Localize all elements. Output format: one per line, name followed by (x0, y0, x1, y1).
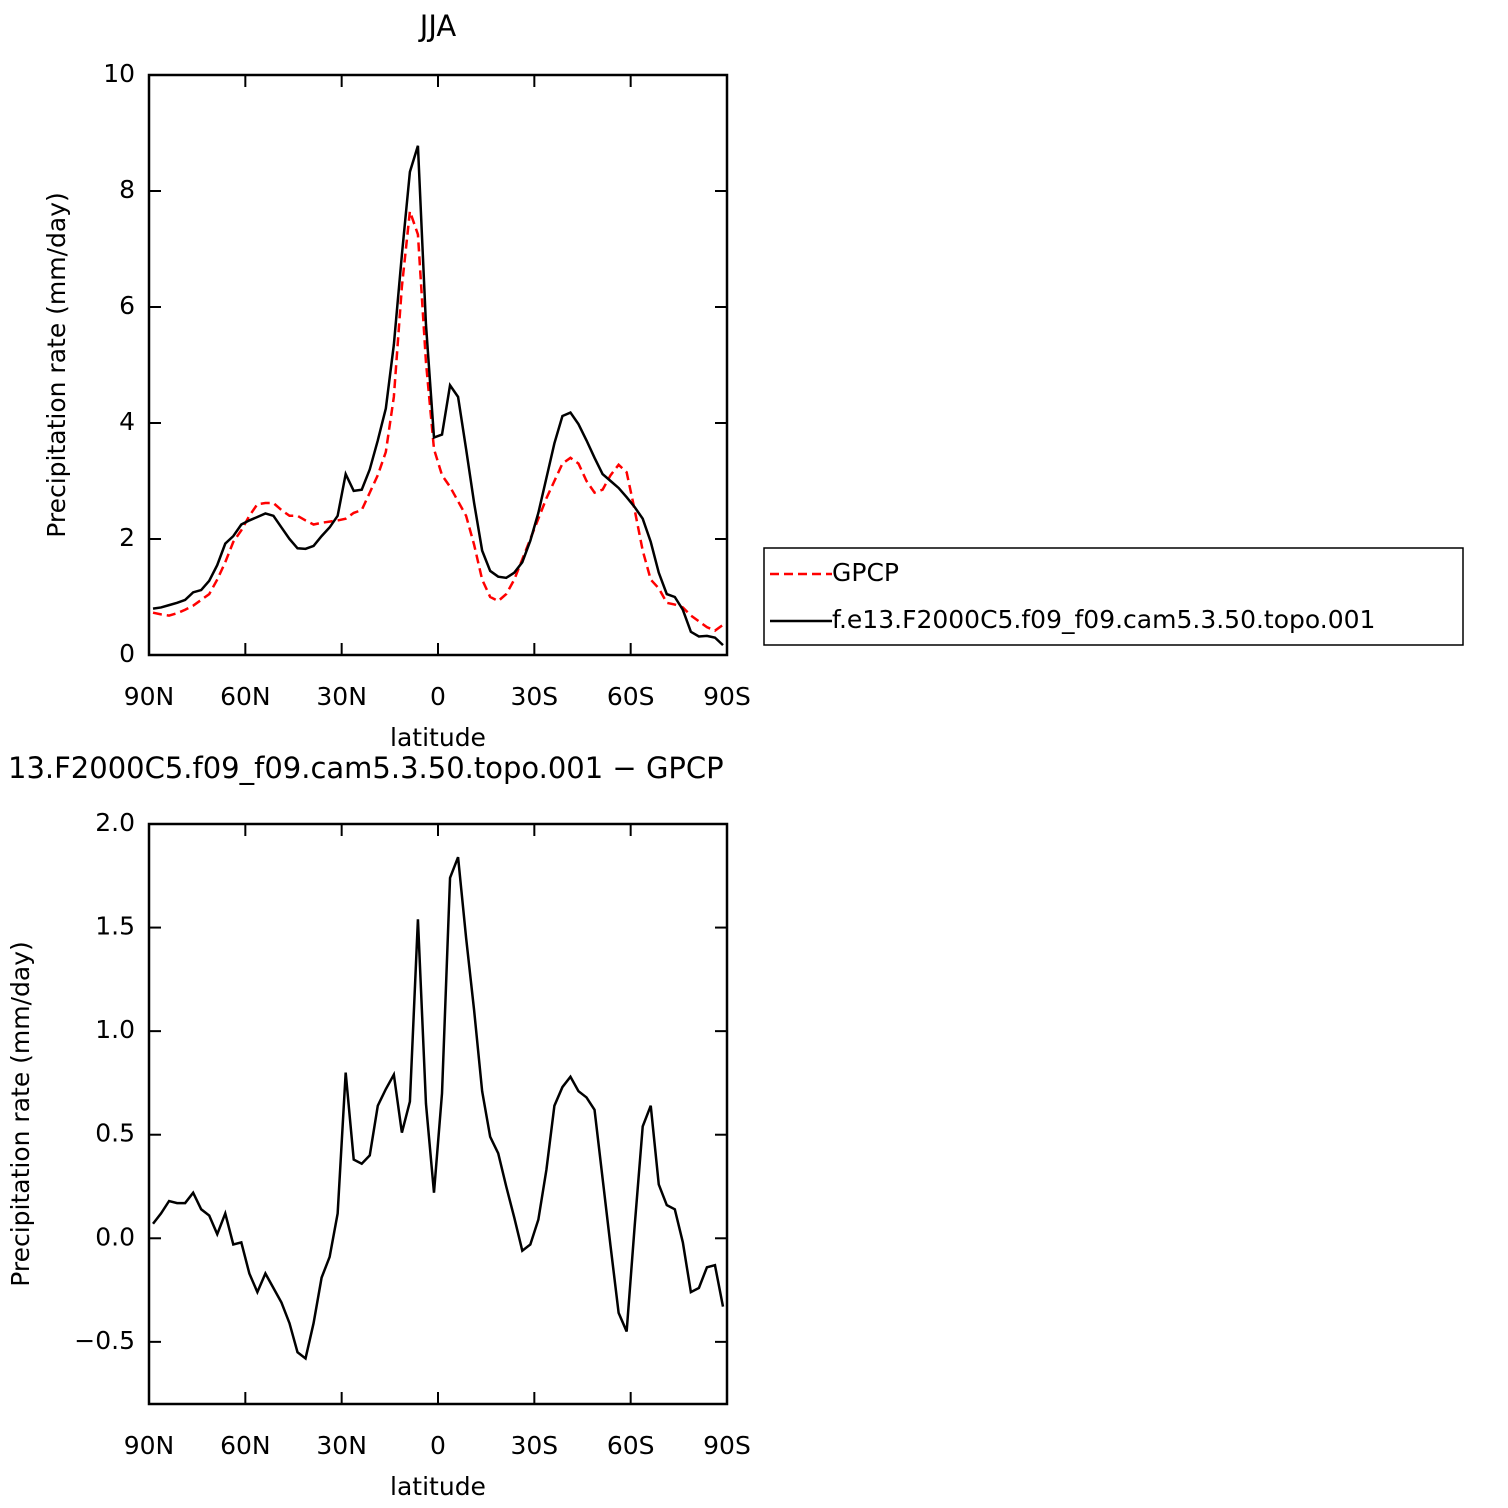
x-tick-label: 30S (510, 682, 558, 711)
y-tick-label: 2 (119, 523, 135, 552)
data-line (152, 210, 724, 633)
legend-box (763, 547, 1464, 646)
y-tick-label: 0.5 (95, 1119, 135, 1148)
data-line (152, 145, 724, 647)
y-axis-label: Precipitation rate (mm/day) (42, 192, 71, 538)
x-tick-label: 60N (220, 682, 271, 711)
y-tick-label: 1.0 (95, 1015, 135, 1044)
x-tick-label: 0 (430, 1431, 446, 1460)
x-tick-label: 90S (703, 1431, 751, 1460)
x-tick-label: 30S (510, 1431, 558, 1460)
legend-label: f.e13.F2000C5.f09_f09.cam5.3.50.topo.001 (832, 605, 1375, 634)
y-tick-label: 4 (119, 407, 135, 436)
y-axis-label: Precipitation rate (mm/day) (6, 941, 35, 1287)
x-tick-label: 60S (607, 1431, 655, 1460)
y-tick-label: 1.5 (95, 912, 135, 941)
x-tick-label: 30N (316, 682, 367, 711)
x-tick-label: 0 (430, 682, 446, 711)
x-tick-label: 30N (316, 1431, 367, 1460)
y-tick-label: 0 (119, 639, 135, 668)
y-tick-label: 6 (119, 291, 135, 320)
y-tick-label: 2.0 (95, 808, 135, 837)
y-tick-label: −0.5 (74, 1326, 135, 1355)
y-tick-label: 0.0 (95, 1222, 135, 1251)
data-line (152, 856, 725, 1361)
y-tick-label: 10 (103, 59, 135, 88)
x-tick-label: 90N (124, 682, 175, 711)
plot-frame (147, 73, 729, 657)
y-tick-label: 8 (119, 175, 135, 204)
x-tick-label: 60S (607, 682, 655, 711)
legend-label: GPCP (832, 558, 899, 587)
chart-title: 13.F2000C5.f09_f09.cam5.3.50.topo.001 − … (8, 751, 724, 785)
x-tick-label: 90S (703, 682, 751, 711)
x-tick-label: 60N (220, 1431, 271, 1460)
x-axis-label: latitude (390, 1472, 486, 1501)
chart-title: JJA (418, 9, 457, 43)
x-axis-label: latitude (390, 723, 486, 752)
plot-frame (147, 822, 729, 1406)
x-tick-label: 90N (124, 1431, 175, 1460)
